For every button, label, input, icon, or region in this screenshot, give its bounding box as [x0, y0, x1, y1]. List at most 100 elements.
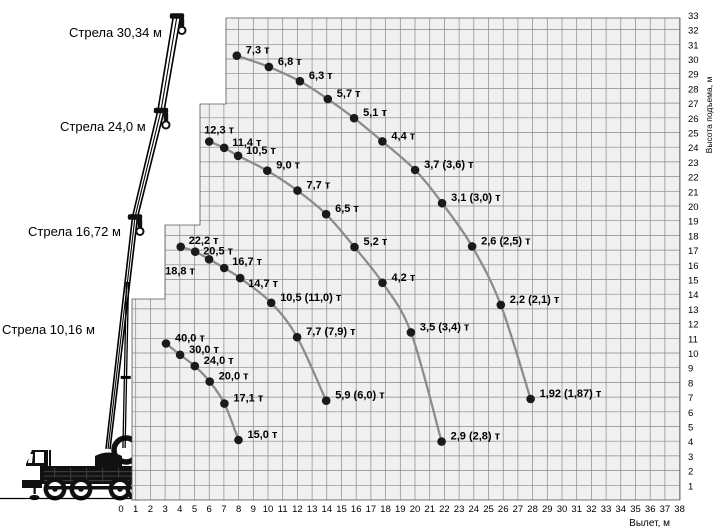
svg-text:7,7 т: 7,7 т: [307, 180, 331, 192]
svg-text:27: 27: [513, 504, 524, 515]
svg-text:Высота подъема, м: Высота подъема, м: [704, 77, 714, 154]
svg-text:5,1 т: 5,1 т: [363, 107, 387, 119]
svg-text:15: 15: [688, 276, 699, 287]
svg-text:21: 21: [688, 187, 699, 198]
svg-text:6,8 т: 6,8 т: [278, 56, 302, 68]
svg-text:11: 11: [278, 504, 288, 515]
svg-text:12: 12: [292, 504, 303, 515]
svg-text:34: 34: [616, 504, 627, 515]
svg-text:29: 29: [542, 504, 553, 515]
svg-text:28: 28: [688, 84, 699, 95]
svg-text:25: 25: [688, 129, 699, 140]
svg-text:4,2 т: 4,2 т: [392, 272, 416, 284]
svg-text:5: 5: [688, 423, 693, 434]
svg-text:10,5 т: 10,5 т: [246, 145, 276, 157]
svg-text:38: 38: [674, 504, 685, 515]
svg-text:30,0 т: 30,0 т: [189, 344, 219, 356]
svg-text:3: 3: [688, 452, 693, 463]
svg-text:19: 19: [688, 217, 699, 228]
svg-text:5,2 т: 5,2 т: [364, 236, 388, 248]
svg-text:8: 8: [688, 378, 693, 389]
svg-text:6,5 т: 6,5 т: [335, 203, 359, 215]
svg-text:16,7 т: 16,7 т: [232, 256, 262, 268]
svg-text:24,0 т: 24,0 т: [204, 355, 234, 367]
svg-text:33: 33: [601, 504, 612, 515]
svg-text:Стрела 24,0 м: Стрела 24,0 м: [60, 119, 146, 134]
svg-text:Вылет, м: Вылет, м: [629, 518, 670, 529]
svg-text:40,0 т: 40,0 т: [175, 333, 205, 345]
svg-text:5,7 т: 5,7 т: [337, 88, 361, 100]
svg-text:23: 23: [688, 158, 699, 169]
svg-text:14,7 т: 14,7 т: [248, 278, 278, 290]
svg-text:7,7 (7,9) т: 7,7 (7,9) т: [306, 326, 356, 338]
svg-text:6,3 т: 6,3 т: [309, 70, 333, 82]
svg-text:20: 20: [688, 202, 699, 213]
svg-text:22: 22: [688, 173, 699, 184]
svg-text:31: 31: [688, 40, 699, 51]
svg-text:36: 36: [645, 504, 656, 515]
svg-text:9: 9: [688, 364, 693, 375]
svg-text:Стрела 10,16 м: Стрела 10,16 м: [2, 322, 95, 337]
svg-text:Стрела 30,34 м: Стрела 30,34 м: [69, 25, 162, 40]
svg-text:18: 18: [688, 231, 699, 242]
svg-text:29: 29: [688, 70, 699, 81]
svg-text:4: 4: [688, 437, 693, 448]
svg-text:15,0 т: 15,0 т: [248, 429, 278, 441]
svg-text:30: 30: [557, 504, 568, 515]
svg-text:1: 1: [688, 481, 693, 492]
svg-text:12: 12: [688, 320, 699, 331]
svg-text:26: 26: [498, 504, 509, 515]
svg-text:35: 35: [630, 504, 641, 515]
svg-text:16: 16: [688, 261, 699, 272]
svg-text:32: 32: [688, 26, 699, 37]
svg-text:17,1 т: 17,1 т: [233, 393, 263, 405]
svg-text:32: 32: [586, 504, 597, 515]
svg-text:7,3 т: 7,3 т: [246, 45, 270, 57]
svg-text:4,4 т: 4,4 т: [391, 130, 415, 142]
svg-text:4: 4: [177, 504, 182, 515]
svg-text:3,5 (3,4) т: 3,5 (3,4) т: [420, 321, 470, 333]
svg-text:2: 2: [148, 504, 153, 515]
svg-text:10: 10: [688, 349, 699, 360]
svg-text:21: 21: [424, 504, 435, 515]
svg-text:30: 30: [688, 55, 699, 66]
svg-text:2: 2: [688, 467, 693, 478]
svg-text:2,2 (2,1) т: 2,2 (2,1) т: [510, 294, 560, 306]
svg-text:2,6 (2,5) т: 2,6 (2,5) т: [481, 235, 531, 247]
svg-text:9,0 т: 9,0 т: [276, 160, 300, 172]
svg-text:7: 7: [221, 504, 226, 515]
svg-text:13: 13: [307, 504, 318, 515]
svg-text:11: 11: [688, 334, 698, 345]
svg-text:6: 6: [207, 504, 212, 515]
svg-text:3: 3: [162, 504, 167, 515]
svg-text:19: 19: [395, 504, 406, 515]
svg-text:20: 20: [410, 504, 421, 515]
svg-text:Стрела 16,72 м: Стрела 16,72 м: [28, 224, 121, 239]
svg-text:5: 5: [192, 504, 197, 515]
svg-text:28: 28: [527, 504, 538, 515]
svg-text:7: 7: [688, 393, 693, 404]
svg-text:22: 22: [439, 504, 450, 515]
svg-text:27: 27: [688, 99, 699, 110]
svg-text:1,92 (1,87) т: 1,92 (1,87) т: [540, 388, 602, 400]
svg-text:1: 1: [133, 504, 138, 515]
svg-text:3,1 (3,0) т: 3,1 (3,0) т: [451, 192, 501, 204]
svg-text:18,8 т: 18,8 т: [165, 265, 195, 277]
svg-text:10,5 (11,0) т: 10,5 (11,0) т: [280, 292, 342, 304]
svg-text:17: 17: [688, 246, 699, 257]
svg-text:6: 6: [688, 408, 693, 419]
svg-text:8: 8: [236, 504, 241, 515]
svg-text:16: 16: [351, 504, 362, 515]
svg-text:10: 10: [263, 504, 274, 515]
svg-text:12,3 т: 12,3 т: [204, 125, 234, 137]
svg-text:26: 26: [688, 114, 699, 125]
svg-text:13: 13: [688, 305, 699, 316]
svg-text:23: 23: [454, 504, 465, 515]
svg-text:24: 24: [688, 143, 699, 154]
svg-text:37: 37: [660, 504, 671, 515]
svg-text:20,0 т: 20,0 т: [219, 371, 249, 383]
svg-text:14: 14: [688, 290, 699, 301]
svg-text:17: 17: [366, 504, 377, 515]
svg-text:3,7 (3,6) т: 3,7 (3,6) т: [424, 159, 474, 171]
svg-text:24: 24: [469, 504, 480, 515]
